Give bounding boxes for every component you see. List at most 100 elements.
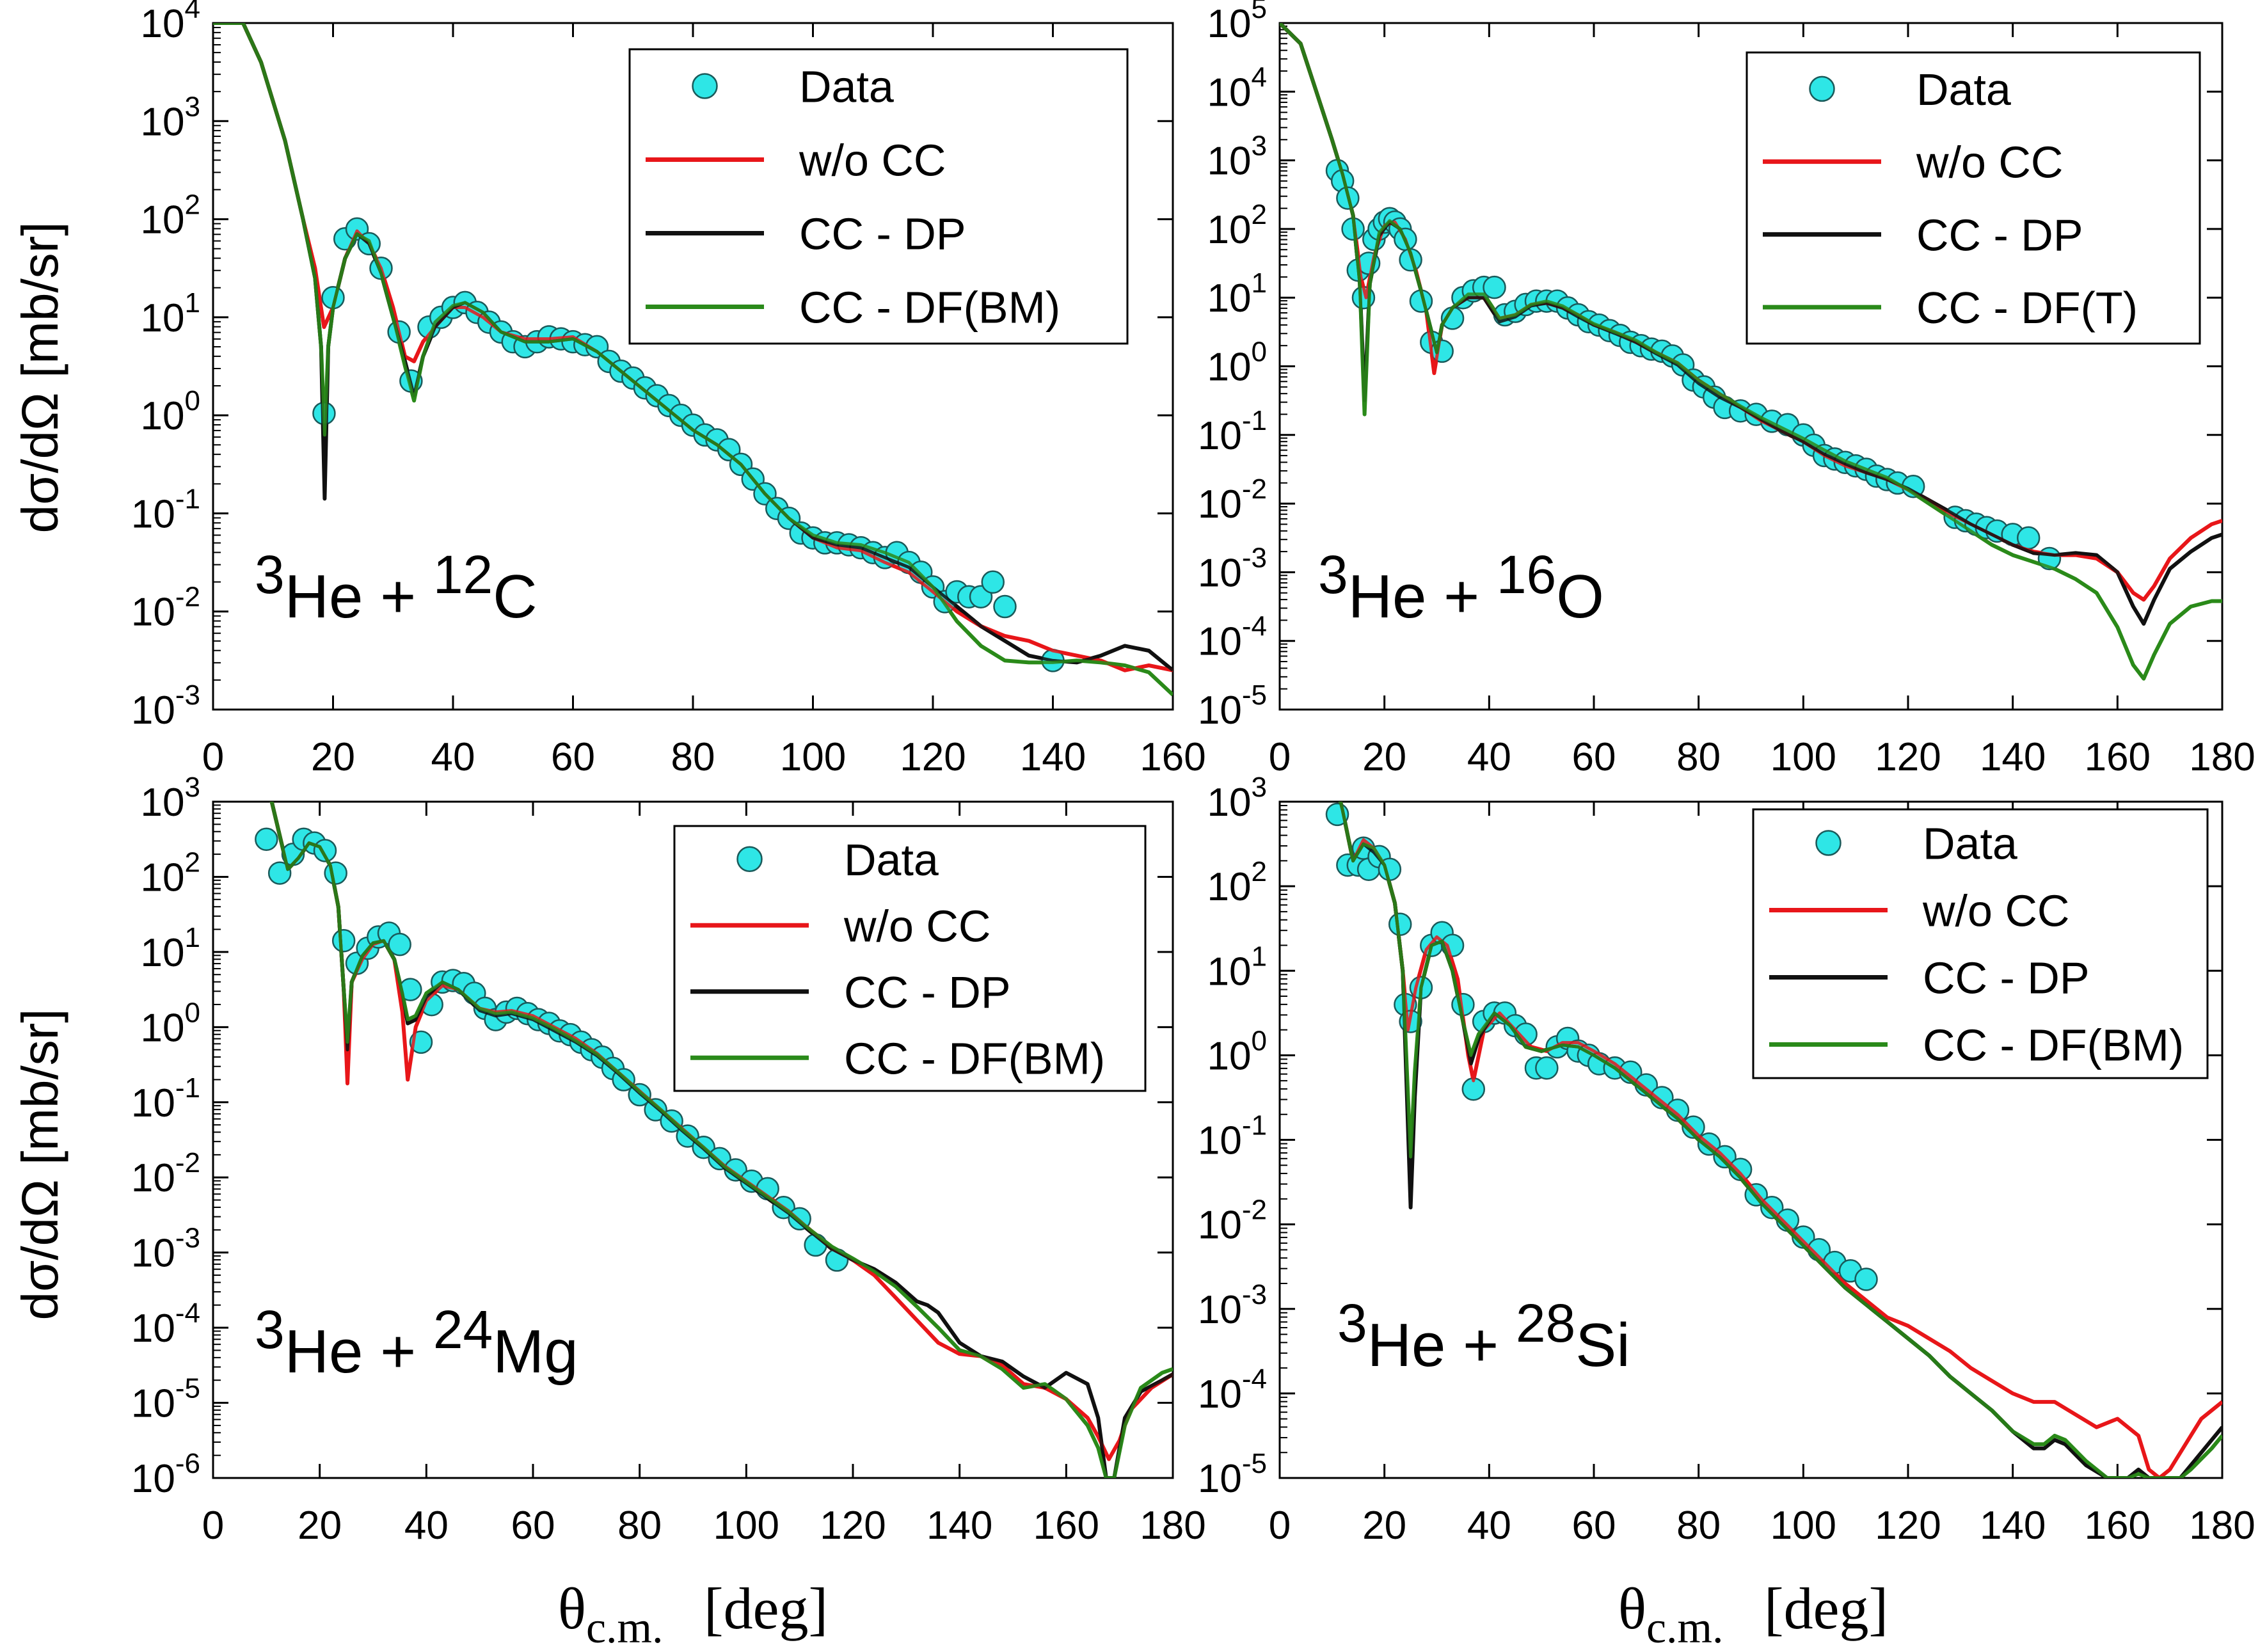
legend-label: CC - DF(BM) (799, 283, 1060, 333)
x-tick-label: 80 (1676, 735, 1721, 779)
y-tick-label: 10-3 (1198, 542, 1267, 595)
legend-label: w/o CC (1922, 886, 2069, 936)
panel-3He-16O: 0 20 40 60 80 100 120 140 160 180 10-5 10-4 10-3 10-2… (1198, 0, 2255, 779)
x-tick-label: 140 (927, 1504, 992, 1548)
data-point (1792, 1225, 1815, 1249)
plot-area (255, 802, 1173, 1478)
y-axis-title: dσ/dΩ [mb/sr] (12, 221, 68, 533)
x-tick-label: 40 (404, 1504, 449, 1548)
legend-data-marker (1809, 75, 1835, 102)
y-tick-label: 100 (1207, 1025, 1267, 1078)
y-axis-title: dσ/dΩ [mb/sr] (12, 1008, 68, 1320)
y-tick-label: 10-4 (1198, 1363, 1267, 1417)
panel-3He-24Mg: 0 20 40 60 80 100 120 140 160 180 10-6 10-5 10-4 10-3… (12, 772, 1206, 1652)
y-tick-label: 102 (1207, 856, 1267, 909)
y-tick-label: 10-1 (1198, 1110, 1267, 1163)
y-tick-label: 10-6 (131, 1448, 200, 1501)
y-tick-label: 105 (1207, 0, 1267, 46)
y-tick-label: 100 (141, 997, 200, 1050)
legend-data-marker (692, 73, 718, 99)
legend-label: Data (844, 835, 939, 885)
legend-label: CC - DP (1916, 210, 2083, 260)
y-tick-label: 100 (1207, 337, 1267, 390)
x-tick-label: 40 (1467, 735, 1511, 779)
data-point (993, 594, 1017, 619)
plot-area (213, 23, 1173, 697)
plot-area (1325, 802, 2222, 1478)
x-tick-label: 20 (1362, 1504, 1406, 1548)
y-tick-label: 100 (141, 385, 200, 438)
legend-label: w/o CC (1916, 138, 2063, 187)
x-tick-label: 80 (617, 1504, 662, 1548)
reaction-label: 3He + 12C (255, 544, 537, 631)
y-tick-label: 10-4 (131, 1298, 200, 1351)
y-tick-label: 101 (141, 287, 200, 340)
x-tick-label: 40 (431, 735, 475, 779)
y-tick-label: 10-5 (1198, 679, 1267, 733)
x-tick-label: 60 (1572, 1504, 1616, 1548)
x-tick-label: 180 (2189, 1504, 2255, 1548)
x-tick-label: 160 (2085, 1504, 2151, 1548)
data-point (324, 861, 347, 885)
data-point (1388, 912, 1412, 936)
x-tick-label: 0 (202, 1504, 224, 1548)
y-tick-label: 10-1 (131, 483, 200, 536)
x-tick-label: 100 (1770, 1504, 1836, 1548)
y-tick-label: 10-2 (131, 1147, 200, 1200)
y-tick-label: 102 (141, 846, 200, 900)
y-tick-label: 103 (1207, 131, 1267, 184)
series-cc-df-line-overlay (1339, 802, 2222, 1478)
x-tick-label: 60 (511, 1504, 555, 1548)
y-tick-label: 10-3 (1198, 1279, 1267, 1332)
data-point (1535, 1056, 1559, 1080)
legend-label: Data (1923, 819, 2017, 869)
x-tick-label: 80 (671, 735, 715, 779)
data-point (644, 1098, 667, 1122)
legend-label: CC - DF(BM) (844, 1033, 1105, 1083)
data-point (267, 861, 292, 885)
y-tick-label: 10-2 (1198, 473, 1267, 527)
x-tick-label: 0 (202, 735, 224, 779)
x-tick-label: 120 (820, 1504, 886, 1548)
panel-3He-28Si: 0 20 40 60 80 100 120 140 160 180 10-5 10-4 10-3 10-2… (1198, 772, 2255, 1652)
data-point (255, 827, 278, 851)
x-tick-label: 120 (1875, 1504, 1941, 1548)
legend-box (628, 48, 1129, 345)
x-tick-label: 0 (1269, 735, 1291, 779)
x-tick-label: 120 (1875, 735, 1941, 779)
x-axis-title: θc.m. [deg] (558, 1576, 828, 1652)
legend-label: Data (1916, 65, 2011, 115)
y-tick-label: 103 (141, 91, 200, 144)
legend: Data w/o CC CC - DP CC - DF(BM) (1752, 808, 2209, 1079)
data-point (1399, 248, 1422, 272)
y-tick-label: 101 (1207, 267, 1267, 321)
x-tick-label: 20 (298, 1504, 342, 1548)
legend: Data w/o CC CC - DP CC - DF(BM) (628, 48, 1129, 345)
plot-area (1280, 23, 2222, 681)
y-tick-label: 103 (141, 772, 200, 825)
x-tick-label: 180 (2189, 735, 2255, 779)
y-tick-label: 101 (1207, 941, 1267, 994)
y-tick-label: 10-3 (131, 679, 200, 733)
y-tick-label: 10-5 (1198, 1448, 1267, 1501)
x-tick-label: 140 (1980, 735, 2046, 779)
data-point (331, 929, 356, 953)
legend-label: w/o CC (799, 136, 946, 186)
y-tick-label: 104 (1207, 61, 1267, 115)
x-tick-label: 80 (1676, 1504, 1721, 1548)
x-tick-label: 140 (1020, 735, 1086, 779)
x-tick-label: 60 (551, 735, 595, 779)
data-point (708, 1147, 731, 1171)
series-cc-df-line-overlay (1280, 23, 2222, 681)
x-tick-label: 100 (1770, 735, 1836, 779)
x-axis-title: θc.m. [deg] (1618, 1576, 1888, 1652)
y-tick-label: 102 (141, 189, 200, 242)
legend-label: CC - DP (799, 209, 966, 259)
x-tick-label: 0 (1269, 1504, 1291, 1548)
data-point (1682, 1115, 1705, 1139)
y-tick-label: 10-2 (1198, 1195, 1267, 1248)
x-tick-label: 180 (1140, 1504, 1205, 1548)
y-tick-label: 10-1 (1198, 405, 1267, 458)
y-tick-label: 10-3 (131, 1223, 200, 1276)
legend-data-marker (736, 846, 763, 872)
